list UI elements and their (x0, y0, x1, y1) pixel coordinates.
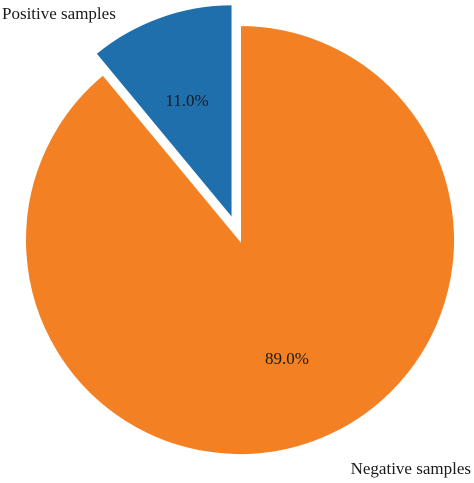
positive-samples-label: Positive samples (2, 4, 116, 23)
pie-slices (24, 3, 456, 456)
positive-percent-label: 11.0% (165, 91, 208, 110)
negative-samples-slice (24, 23, 456, 456)
positive-samples-slice (94, 3, 234, 223)
negative-percent-label: 89.0% (265, 349, 309, 368)
negative-samples-label: Negative samples (351, 459, 471, 478)
